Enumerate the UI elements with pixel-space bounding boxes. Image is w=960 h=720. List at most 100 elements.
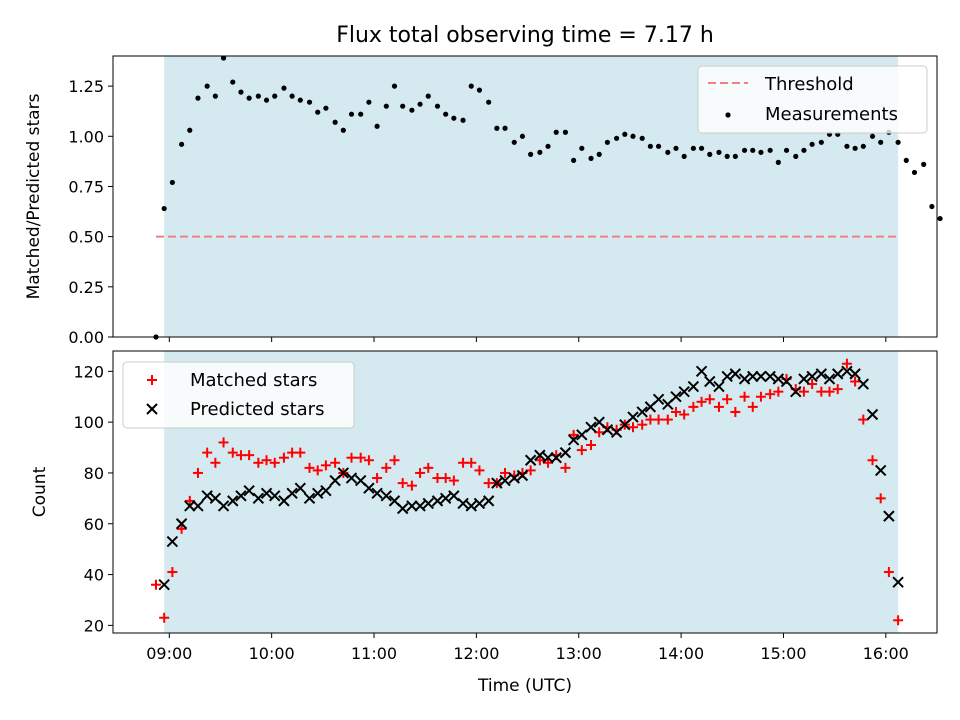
- measurement-point: [596, 151, 602, 157]
- measurement-point: [750, 147, 756, 153]
- cross-marker-b: [593, 416, 605, 428]
- matched-star-point: [167, 567, 178, 578]
- measurement-point: [272, 93, 278, 99]
- matched-star-point: [210, 457, 221, 468]
- measurement-point: [238, 89, 244, 95]
- cross-marker-b: [422, 497, 434, 510]
- predicted-star-point: [499, 474, 511, 487]
- measurement-point: [911, 169, 918, 176]
- predicted-star-point: [695, 365, 708, 378]
- matched-star-point: [688, 401, 699, 412]
- measurement-point: [289, 93, 295, 99]
- measurement-point: [220, 55, 227, 61]
- matched-star-point: [739, 391, 750, 402]
- matched-star-point: [824, 386, 835, 397]
- ratio-panel-frame: [112, 55, 938, 338]
- cross-marker-b: [585, 421, 597, 433]
- measurement-point: [860, 143, 866, 149]
- cross-marker-b: [269, 490, 281, 502]
- measurement-point: [281, 85, 287, 91]
- measurement-point: [306, 99, 313, 105]
- y-tick-label: 1.25: [68, 77, 104, 96]
- ratio-legend-box: [697, 65, 928, 134]
- matched-star-point: [586, 440, 597, 450]
- matched-star-point: [568, 429, 579, 440]
- ratio-panel: 0.00 0.25 0.50 0.75 1.00 1.25 Matched/Predict…: [24, 55, 943, 347]
- predicted-star-point: [806, 370, 818, 383]
- cross-marker-b: [473, 497, 486, 510]
- predicted-star-point: [780, 375, 793, 388]
- y-tick-label: 60: [84, 515, 104, 534]
- matched-star-point: [696, 396, 707, 407]
- predicted-star-point: [772, 373, 785, 385]
- cross-marker-b: [388, 495, 401, 507]
- matched-star-point: [466, 457, 477, 468]
- predicted-star-point: [849, 368, 861, 380]
- predicted-star-point: [363, 482, 375, 494]
- predicted-star-point: [312, 487, 324, 499]
- predicted-star-point: [320, 485, 332, 497]
- measurement-point: [460, 117, 466, 123]
- predicted-star-point: [713, 380, 725, 393]
- cross-marker-b: [755, 370, 767, 383]
- predicted-star-point: [508, 472, 520, 484]
- matched-star-point: [679, 409, 690, 420]
- measurement-point: [588, 155, 594, 161]
- matched-star-point: [397, 478, 408, 489]
- matched-star-point: [765, 389, 776, 400]
- count-panel-frame: [112, 350, 938, 634]
- cross-marker-b: [841, 365, 853, 378]
- measurement-point: [383, 103, 389, 109]
- predicted-star-point: [465, 500, 477, 512]
- cross-marker-b: [516, 469, 529, 482]
- predicted-star-point: [269, 490, 281, 502]
- cross-marker-b: [534, 449, 546, 461]
- cross-marker-b: [652, 393, 665, 405]
- cross-marker-b: [678, 385, 690, 398]
- measurement-point: [673, 145, 679, 151]
- matched-star-point: [253, 457, 264, 468]
- measurement-point: [348, 111, 355, 117]
- measurement-point: [724, 153, 730, 159]
- predicted-star-point: [670, 391, 682, 403]
- predicted-star-point: [406, 500, 418, 512]
- predicted-star-point: [482, 495, 495, 507]
- measurement-point: [716, 149, 722, 155]
- ratio-y-axis-label: Matched/Predicted stars: [24, 93, 44, 299]
- predicted-star-point: [457, 497, 469, 510]
- measurement-point: [895, 139, 901, 145]
- measurement-point: [400, 103, 406, 109]
- x-tick-label: 09:00: [146, 644, 192, 663]
- measurement-point: [878, 139, 884, 145]
- predicted-star-point: [491, 477, 503, 489]
- matched-star-point: [875, 493, 886, 504]
- predicted-star-point: [567, 434, 580, 446]
- measurement-point: [374, 123, 380, 129]
- matched-star-point: [893, 615, 904, 626]
- matched-star-point: [858, 414, 869, 425]
- cross-marker-b: [687, 380, 700, 393]
- cross-marker-b: [764, 370, 776, 383]
- cross-marker-b: [465, 500, 477, 512]
- predicted-star-point: [192, 500, 204, 512]
- cross-marker-b: [729, 368, 742, 380]
- measurement-point: [767, 147, 773, 153]
- x-tick-label: 11:00: [351, 644, 397, 663]
- count-y-axis-label: Count: [30, 466, 50, 517]
- legend-predicted-swatch: [146, 403, 158, 415]
- matched-star-point: [534, 455, 545, 466]
- measurement-point: [391, 83, 398, 89]
- predicted-star-point: [883, 510, 895, 522]
- measurement-point: [758, 149, 764, 155]
- legend-predicted-label: Predicted stars: [190, 399, 324, 420]
- predicted-star-point: [166, 535, 179, 548]
- measurement-point: [818, 139, 824, 145]
- cross-marker-b: [192, 500, 204, 512]
- matched-star-point: [670, 406, 681, 417]
- measurement-point: [852, 145, 858, 151]
- predicted-star-point: [158, 579, 170, 591]
- cross-marker-b: [601, 424, 614, 436]
- predicted-star-point: [627, 411, 639, 423]
- cross-marker-b: [371, 487, 383, 499]
- matched-star-point: [330, 457, 341, 468]
